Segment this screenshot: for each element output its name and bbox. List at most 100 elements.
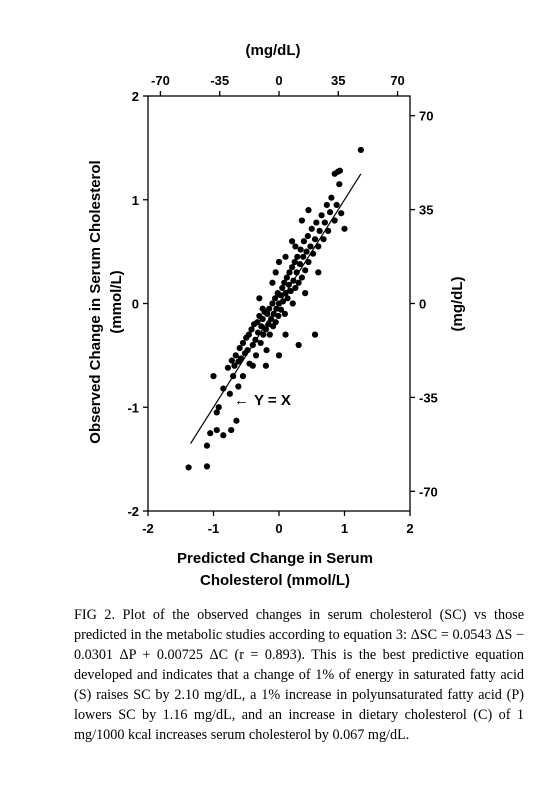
data-point: [289, 264, 296, 271]
data-point: [203, 442, 211, 449]
data-point: [272, 319, 279, 326]
data-point: [264, 310, 271, 317]
data-point: [295, 341, 302, 349]
data-point: [248, 326, 255, 333]
data-point: [357, 146, 364, 154]
data-point: [321, 219, 328, 226]
data-point: [266, 305, 273, 312]
data-point: [336, 181, 343, 188]
data-point: [231, 362, 238, 369]
right-axis-title: (mg/dL): [449, 277, 466, 332]
data-point: [277, 292, 284, 299]
data-point: [257, 339, 264, 347]
data-point: [286, 269, 293, 276]
x-axis-title-line2: Cholesterol (mmol/L): [200, 572, 350, 589]
right-tick-label: 70: [419, 109, 433, 124]
right-tick-label: -35: [419, 390, 438, 405]
data-point: [293, 269, 300, 276]
data-point: [249, 362, 256, 369]
data-point: [302, 267, 309, 274]
y-tick-label: -1: [127, 400, 139, 415]
data-point: [336, 167, 344, 174]
data-point: [207, 430, 214, 437]
data-point: [333, 201, 340, 209]
data-point: [308, 225, 315, 232]
data-point: [326, 209, 334, 216]
data-point: [282, 253, 289, 260]
right-tick-label: -70: [419, 484, 438, 499]
data-point: [272, 269, 279, 276]
data-point: [331, 170, 338, 177]
top-tick-label: 70: [390, 73, 404, 88]
data-point: [228, 357, 235, 364]
scatter-figure: (mg/dL) Observed Change in Serum Cholest…: [87, 42, 466, 589]
data-point: [300, 238, 307, 245]
data-point: [289, 300, 296, 307]
data-point: [262, 326, 269, 333]
data-point: [210, 373, 217, 380]
data-point: [224, 364, 232, 371]
top-tick-label: 0: [275, 73, 282, 88]
data-point: [292, 284, 299, 292]
data-point: [259, 315, 266, 323]
data-point: [271, 295, 279, 302]
data-point: [220, 385, 227, 392]
y-tick-label: 2: [132, 89, 139, 104]
y-axis-title-line1: Observed Change in Serum Cholesterol: [87, 160, 104, 443]
data-point: [254, 319, 261, 326]
data-point: [269, 300, 276, 307]
data-points: [185, 146, 364, 471]
data-point: [275, 352, 283, 359]
data-point: [304, 232, 311, 240]
data-point: [284, 295, 291, 302]
data-point: [307, 243, 314, 250]
data-point: [252, 336, 259, 343]
data-point: [298, 217, 306, 224]
data-point: [213, 409, 220, 416]
data-point: [338, 210, 345, 217]
right-tick-label: 35: [419, 203, 433, 218]
data-point: [285, 281, 292, 288]
data-point: [263, 347, 270, 354]
data-point: [300, 253, 307, 260]
data-point: [244, 347, 251, 354]
top-tick-label: -70: [151, 73, 170, 88]
data-point: [275, 312, 282, 320]
top-tick-label: 35: [331, 73, 345, 88]
data-point: [323, 201, 330, 209]
data-point: [275, 258, 283, 266]
data-point: [254, 329, 262, 336]
top-tick-label: -35: [210, 73, 229, 88]
data-point: [233, 417, 240, 424]
identity-line-label: Y = X: [254, 392, 291, 409]
data-point: [258, 323, 265, 330]
data-point: [185, 464, 192, 471]
data-point: [302, 290, 309, 297]
data-point: [230, 373, 237, 380]
data-point: [228, 426, 235, 434]
data-point: [316, 227, 323, 234]
x-tick-label: -2: [142, 521, 154, 536]
data-point: [259, 305, 266, 312]
data-point: [305, 207, 312, 214]
data-point: [298, 274, 306, 281]
data-point: [320, 236, 327, 243]
top-axis-title: (mg/dL): [246, 42, 301, 59]
data-point: [269, 279, 276, 286]
data-point: [297, 246, 304, 253]
right-tick-label: 0: [419, 297, 426, 312]
data-point: [235, 383, 242, 390]
data-point: [287, 287, 294, 295]
data-point: [282, 290, 289, 297]
x-tick-label: 1: [341, 521, 348, 536]
data-point: [325, 227, 332, 234]
data-point: [260, 331, 267, 338]
data-point: [283, 274, 290, 281]
data-point: [313, 219, 320, 226]
identity-line-arrow: ←: [234, 392, 249, 409]
data-point: [245, 331, 252, 338]
data-point: [328, 194, 335, 201]
data-point: [294, 253, 301, 260]
data-point: [303, 248, 310, 255]
data-point: [213, 426, 220, 434]
